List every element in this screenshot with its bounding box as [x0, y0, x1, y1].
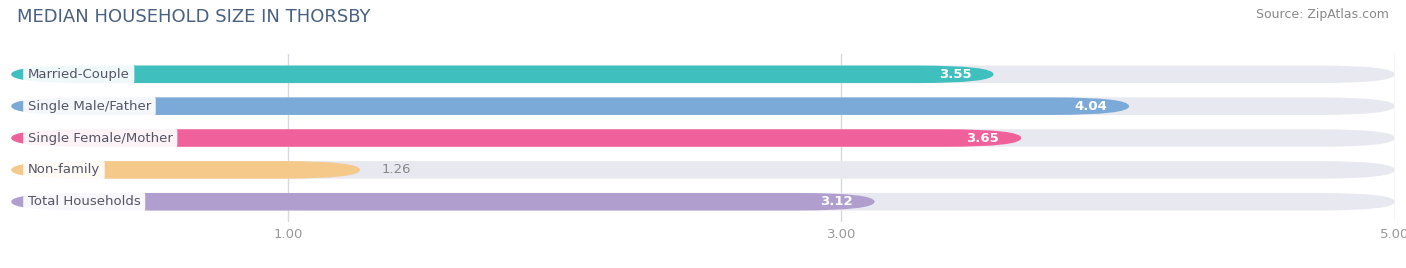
Text: 4.04: 4.04	[1074, 100, 1107, 113]
FancyBboxPatch shape	[11, 129, 1021, 147]
Text: 1.26: 1.26	[382, 163, 412, 176]
Text: 3.65: 3.65	[966, 132, 1000, 144]
Text: Source: ZipAtlas.com: Source: ZipAtlas.com	[1256, 8, 1389, 21]
FancyBboxPatch shape	[11, 193, 875, 210]
FancyBboxPatch shape	[11, 161, 360, 179]
FancyBboxPatch shape	[11, 193, 1395, 210]
FancyBboxPatch shape	[11, 97, 1395, 115]
Text: Single Male/Father: Single Male/Father	[28, 100, 150, 113]
FancyBboxPatch shape	[11, 161, 1395, 179]
FancyBboxPatch shape	[11, 66, 1395, 83]
Text: Total Households: Total Households	[28, 195, 141, 208]
Text: MEDIAN HOUSEHOLD SIZE IN THORSBY: MEDIAN HOUSEHOLD SIZE IN THORSBY	[17, 8, 370, 26]
Text: 3.12: 3.12	[820, 195, 852, 208]
FancyBboxPatch shape	[11, 66, 994, 83]
FancyBboxPatch shape	[11, 129, 1395, 147]
Text: Married-Couple: Married-Couple	[28, 68, 129, 81]
Text: 3.55: 3.55	[939, 68, 972, 81]
Text: Single Female/Mother: Single Female/Mother	[28, 132, 173, 144]
Text: Non-family: Non-family	[28, 163, 100, 176]
FancyBboxPatch shape	[11, 97, 1129, 115]
